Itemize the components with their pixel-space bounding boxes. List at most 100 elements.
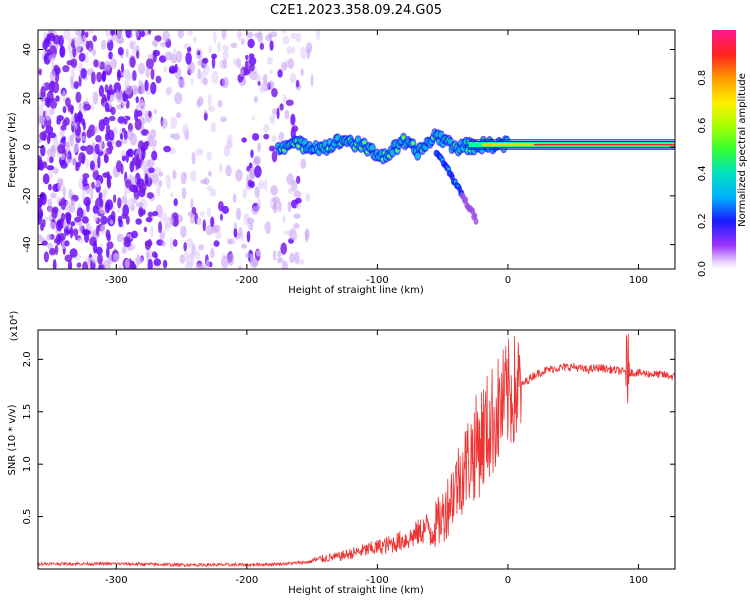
noise-blob	[211, 56, 216, 69]
noise-blob	[257, 31, 264, 44]
colorbar-ticks: 0.0 0.2 0.4 0.6 0.8	[697, 70, 708, 277]
noise-blob	[117, 197, 122, 209]
noise-blob	[244, 60, 249, 73]
noise-blob	[108, 115, 116, 122]
noise-blob	[197, 96, 204, 107]
noise-blob	[98, 192, 103, 200]
noise-blob	[108, 51, 113, 60]
noise-blob	[114, 30, 123, 42]
noise-blob	[150, 68, 155, 80]
noise-blob	[282, 94, 288, 103]
noise-blob	[256, 198, 262, 210]
noise-blob	[280, 242, 288, 255]
noise-blob	[133, 86, 139, 95]
noise-blob	[220, 213, 223, 221]
noise-blob	[116, 233, 124, 243]
noise-blob	[49, 70, 56, 82]
noise-blob	[208, 45, 212, 54]
noise-blob	[100, 224, 106, 235]
noise-blob	[257, 142, 261, 152]
noise-blob	[44, 97, 51, 104]
noise-blob	[177, 30, 184, 39]
noise-blob	[105, 199, 114, 211]
noise-blob	[92, 240, 98, 254]
noise-blob	[162, 259, 168, 269]
branch-blob	[473, 217, 479, 225]
x-tick-label: 0	[505, 275, 511, 286]
noise-blob	[269, 80, 273, 88]
noise-blob	[97, 155, 101, 169]
noise-blob	[98, 119, 106, 132]
noise-blob	[233, 228, 238, 238]
noise-blob	[159, 212, 168, 222]
noise-blob	[202, 57, 209, 64]
noise-blob	[183, 242, 187, 252]
noise-blob	[238, 265, 242, 269]
noise-blob	[287, 200, 292, 213]
noise-blob	[92, 153, 99, 164]
noise-blob	[41, 240, 48, 246]
noise-blob	[236, 58, 241, 68]
noise-blob	[148, 167, 155, 174]
noise-blob	[200, 179, 208, 185]
noise-blob	[290, 113, 296, 126]
y-tick-label: 0	[22, 144, 33, 150]
noise-blob	[62, 90, 66, 102]
noise-blob	[148, 134, 154, 147]
noise-blob	[263, 123, 270, 133]
noise-blob	[138, 257, 144, 264]
noise-blob	[268, 145, 276, 152]
colorbar: 0.0 0.2 0.4 0.6 0.8 Normalized spectral ampl…	[697, 30, 748, 277]
noise-blob	[271, 150, 278, 163]
signal-peak	[362, 141, 367, 144]
noise-blob	[135, 30, 140, 38]
noise-blob	[286, 173, 294, 185]
colorbar-tick-label: 0.4	[697, 165, 708, 181]
noise-blob	[131, 156, 140, 166]
noise-blob	[104, 102, 110, 113]
noise-blob	[255, 74, 262, 82]
noise-blob	[86, 30, 94, 35]
signal-mid	[415, 152, 421, 159]
noise-blob	[42, 173, 50, 185]
noise-blob	[263, 133, 270, 140]
noise-blob	[65, 159, 72, 164]
noise-blob	[209, 188, 217, 197]
noise-blob	[278, 201, 282, 213]
noise-blob	[78, 222, 83, 234]
noise-blob	[121, 246, 127, 255]
noise-blob	[187, 46, 192, 53]
noise-blob	[195, 148, 204, 156]
noise-blob	[173, 198, 178, 207]
noise-blob	[244, 252, 251, 259]
noise-blob	[106, 171, 110, 180]
noise-blob	[208, 170, 212, 177]
noise-blob	[81, 135, 86, 142]
noise-blob	[120, 163, 124, 175]
noise-blob	[210, 247, 215, 259]
x-tick-label: 100	[629, 275, 648, 286]
noise-blob	[222, 50, 229, 60]
noise-blob	[102, 190, 106, 203]
noise-blob	[264, 178, 268, 192]
noise-blob	[152, 177, 161, 186]
noise-blob	[129, 73, 133, 82]
noise-blob	[232, 57, 237, 66]
noise-blob	[126, 149, 132, 156]
noise-blob	[85, 40, 90, 50]
noise-blob	[150, 81, 157, 95]
noise-blob	[106, 246, 110, 259]
noise-blob	[88, 47, 92, 53]
x-tick-label: 100	[629, 575, 648, 586]
noise-blob	[49, 247, 56, 256]
noise-blob	[91, 48, 97, 56]
noise-blob	[235, 207, 242, 221]
noise-blob	[195, 250, 200, 260]
noise-blob	[300, 68, 304, 77]
noise-blob	[172, 133, 180, 141]
noise-blob	[169, 237, 174, 250]
noise-blob	[257, 80, 261, 86]
noise-blob	[92, 91, 99, 105]
noise-blob	[165, 174, 171, 186]
noise-blob	[106, 89, 111, 102]
